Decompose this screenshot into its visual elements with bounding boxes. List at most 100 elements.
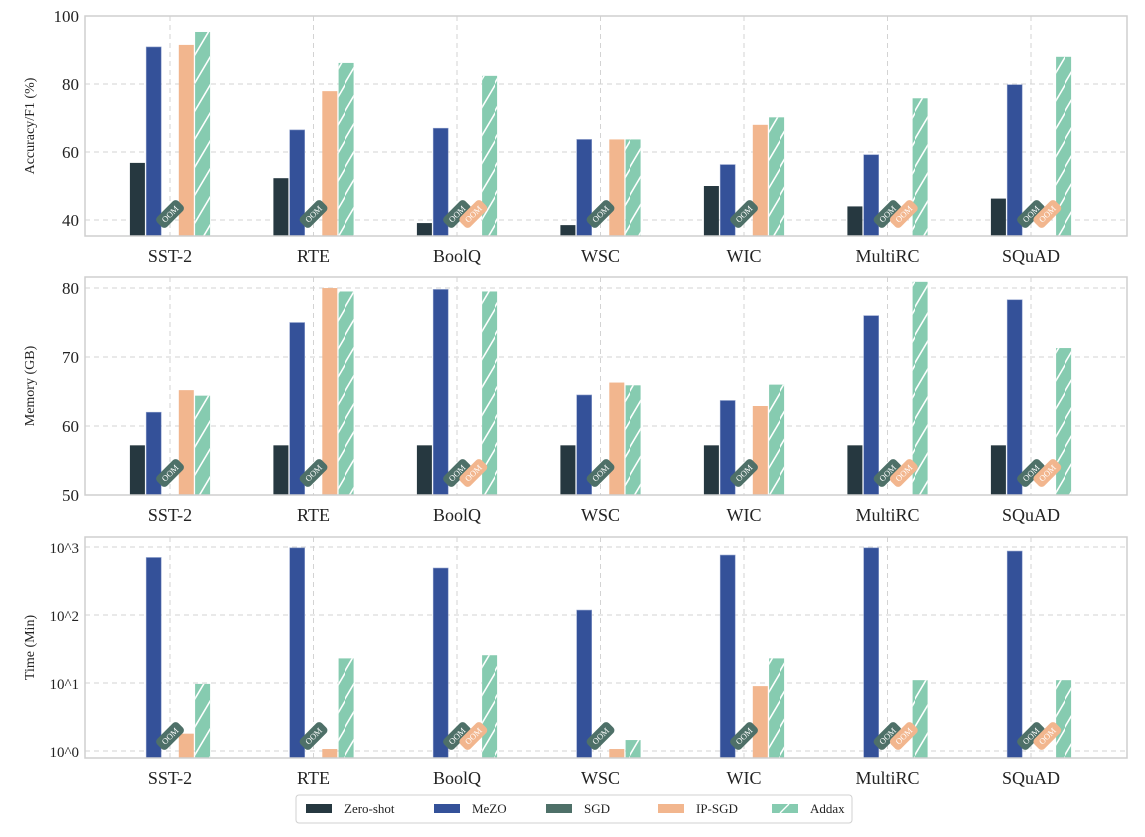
legend-item-zero-shot: Zero-shot xyxy=(306,801,395,816)
bar-hatch xyxy=(482,75,498,236)
bar-hatch xyxy=(1056,680,1072,758)
plot-frame xyxy=(84,15,1128,237)
bar-hatch xyxy=(1056,56,1072,236)
panel-1: 40 60 80 100 SST-2 RTE BoolQ WSC WIC MultiRC SQuAD… xyxy=(23,7,1128,266)
bar-hatch xyxy=(912,680,928,758)
bar-hatch xyxy=(338,291,354,495)
x-tick-label: RTE xyxy=(297,768,330,788)
x-tick-label: WIC xyxy=(727,768,762,788)
bar-ip-sgd-wic xyxy=(752,406,768,495)
y-axis-label: Memory (GB) xyxy=(23,345,38,426)
bar-hatch xyxy=(195,683,211,758)
bar-hatch xyxy=(625,139,641,236)
y-tick-label: 10^2 xyxy=(49,609,79,625)
bar-hatch xyxy=(195,31,211,237)
bar-zero-shot-multirc xyxy=(847,206,863,236)
bar-ip-sgd-wsc xyxy=(609,382,625,495)
bar-ip-sgd-rte xyxy=(322,288,338,495)
bar-hatch xyxy=(769,384,785,495)
bar-ip-sgd-sst-2 xyxy=(178,733,194,758)
bar-mezo-boolq xyxy=(432,567,449,759)
bar-hatch xyxy=(482,655,498,758)
bar-hatch xyxy=(338,62,354,236)
bar-ip-sgd-sst-2 xyxy=(178,44,194,237)
bar-hatch xyxy=(769,117,785,236)
bar-zero-shot-boolq xyxy=(416,223,432,236)
bar-mezo-wic xyxy=(719,164,736,237)
bar-zero-shot-multirc xyxy=(847,445,863,495)
bar-mezo-boolq xyxy=(432,289,449,496)
x-tick-label: SST-2 xyxy=(148,768,192,788)
y-tick-label: 80 xyxy=(62,75,79,94)
y-tick-label: 40 xyxy=(62,211,79,230)
bar-hatch xyxy=(912,281,928,495)
x-tick-label: RTE xyxy=(297,505,330,525)
bar-zero-shot-rte xyxy=(273,445,289,495)
legend-label: Addax xyxy=(810,801,845,816)
x-tick-label: WSC xyxy=(581,505,620,525)
x-tick-label: RTE xyxy=(297,246,330,266)
bar-ip-sgd-sst-2 xyxy=(178,390,194,495)
x-tick-label: WIC xyxy=(727,246,762,266)
bar-zero-shot-rte xyxy=(273,178,289,236)
legend-swatch xyxy=(658,804,684,813)
bar-zero-shot-squad xyxy=(990,445,1006,495)
bar-hatch xyxy=(625,385,641,495)
y-tick-label: 10^1 xyxy=(49,677,79,693)
x-tick-label: MultiRC xyxy=(855,505,919,525)
y-tick-label: 70 xyxy=(62,348,79,367)
plot-frame xyxy=(84,276,1128,496)
y-tick-label: 10^0 xyxy=(49,745,79,761)
bar-mezo-multirc xyxy=(863,315,880,496)
bar-mezo-sst-2 xyxy=(145,46,162,237)
x-tick-label: SQuAD xyxy=(1002,505,1060,525)
bar-zero-shot-sst-2 xyxy=(129,162,145,236)
bar-zero-shot-sst-2 xyxy=(129,445,145,495)
legend-box xyxy=(295,794,853,824)
bar-mezo-wic xyxy=(719,554,736,759)
bar-zero-shot-wic xyxy=(703,186,719,236)
bar-mezo-rte xyxy=(289,547,306,759)
bar-ip-sgd-rte xyxy=(322,749,338,758)
legend-item-addax: Addax xyxy=(772,801,845,816)
x-tick-label: BoolQ xyxy=(433,505,481,525)
bar-ip-sgd-rte xyxy=(322,91,338,237)
bar-zero-shot-boolq xyxy=(416,445,432,495)
legend-label: IP-SGD xyxy=(696,801,738,816)
bar-hatch xyxy=(625,740,641,758)
plot-frame xyxy=(84,536,1128,759)
legend-swatch xyxy=(434,804,460,813)
y-tick-label: 100 xyxy=(54,7,80,26)
x-tick-label: WSC xyxy=(581,246,620,266)
x-tick-label: BoolQ xyxy=(433,768,481,788)
legend-label: Zero-shot xyxy=(344,801,395,816)
x-tick-label: MultiRC xyxy=(855,768,919,788)
legend-swatch xyxy=(306,804,332,813)
x-tick-label: SQuAD xyxy=(1002,246,1060,266)
bar-zero-shot-wsc xyxy=(560,225,576,236)
y-tick-label: 10^3 xyxy=(49,541,79,557)
bar-mezo-squad xyxy=(1006,550,1023,759)
y-axis-label: Accuracy/F1 (%) xyxy=(23,77,38,174)
bar-zero-shot-wsc xyxy=(560,445,576,495)
y-tick-label: 80 xyxy=(62,279,79,298)
bar-hatch xyxy=(1056,348,1072,495)
x-tick-label: SST-2 xyxy=(148,246,192,266)
bar-zero-shot-wic xyxy=(703,445,719,495)
panel-3: 10^0 10^1 10^2 10^3 SST-2 RTE BoolQ WSC WIC Multi… xyxy=(23,536,1128,788)
legend-item-mezo: MeZO xyxy=(434,801,507,816)
bar-mezo-wsc xyxy=(576,609,593,759)
bar-ip-sgd-wsc xyxy=(609,749,625,758)
bar-ip-sgd-wic xyxy=(752,686,768,758)
bar-mezo-rte xyxy=(289,322,306,496)
bar-hatch xyxy=(338,658,354,758)
y-axis-label: Time (Min) xyxy=(23,615,38,681)
x-tick-label: SST-2 xyxy=(148,505,192,525)
y-tick-label: 60 xyxy=(62,143,79,162)
bar-mezo-sst-2 xyxy=(145,557,162,759)
bar-hatch xyxy=(912,98,928,237)
bar-mezo-multirc xyxy=(863,547,880,759)
bar-mezo-squad xyxy=(1006,299,1023,496)
